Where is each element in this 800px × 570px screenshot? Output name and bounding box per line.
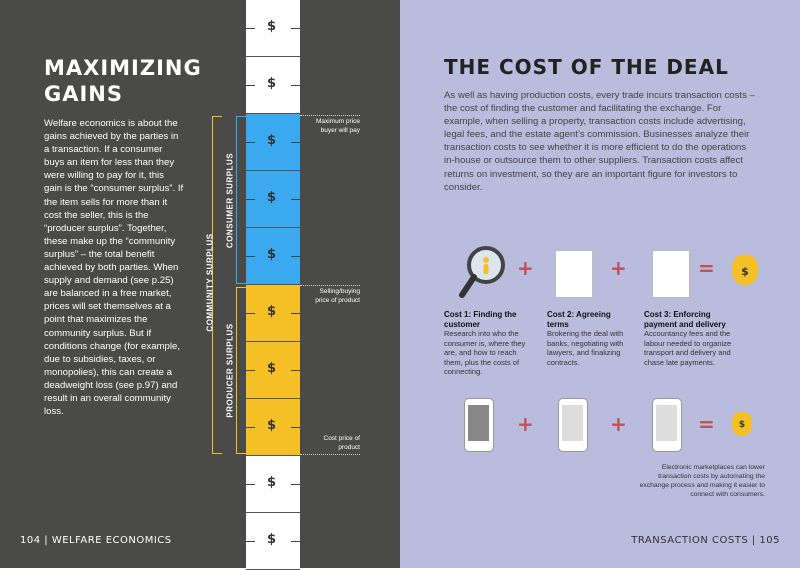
consumer-surplus-row: $ bbox=[246, 228, 300, 285]
right-page-body: As well as having production costs, ever… bbox=[444, 90, 755, 193]
plus-sign: + bbox=[517, 412, 534, 436]
producer-surplus-row: $ bbox=[246, 342, 300, 399]
cost-price-note: Cost price of product bbox=[323, 435, 361, 451]
cost-2-caption: Cost 2: Agreeing terms Brokering the deal… bbox=[547, 310, 632, 367]
consumer-surplus-row: $ bbox=[246, 171, 300, 228]
price-row: $ bbox=[246, 456, 300, 513]
cost-1-text: Research into who the consumer is, where… bbox=[444, 329, 526, 376]
dollar-icon: $ bbox=[267, 475, 277, 490]
cost-price-line bbox=[300, 454, 360, 455]
consumer-surplus-row: $ bbox=[246, 114, 300, 171]
max-price-note: Maximum price buyer will pay bbox=[315, 118, 360, 134]
cost-3-caption: Cost 3: Enforcing payment and delivery Ac… bbox=[644, 310, 744, 367]
magnifier-icon bbox=[459, 246, 505, 298]
money-bag-icon: $ bbox=[732, 255, 758, 285]
consumer-surplus-bracket bbox=[236, 116, 246, 284]
right-page-footer: TRANSACTION COSTS | 105 bbox=[631, 535, 780, 546]
dollar-icon: $ bbox=[267, 304, 277, 319]
left-page: MAXIMIZING GAINS Welfare economics is ab… bbox=[0, 0, 400, 570]
dollar-icon: $ bbox=[267, 19, 277, 34]
checked-document-icon bbox=[652, 250, 690, 298]
electronic-marketplace-note: Electronic marketplaces can lower transa… bbox=[639, 464, 765, 498]
dollar-icon: $ bbox=[267, 361, 277, 376]
phone-document-icon bbox=[558, 398, 588, 452]
producer-surplus-bracket bbox=[236, 287, 246, 454]
phone-search-icon bbox=[464, 398, 494, 452]
right-page: THE COST OF THE DEAL As well as having p… bbox=[400, 0, 800, 568]
phone-checked-document-icon bbox=[652, 398, 682, 452]
consumer-surplus-label: CONSUMER SURPLUS bbox=[225, 152, 235, 249]
producer-surplus-row: $ bbox=[246, 399, 300, 456]
cost-1-caption: Cost 1: Finding the customer Research int… bbox=[444, 310, 529, 377]
cost-2-text: Brokering the deal with banks, negotiati… bbox=[547, 329, 624, 367]
left-page-body: Welfare economics is about the gains ach… bbox=[44, 118, 184, 418]
cost-2-title: Cost 2: Agreeing terms bbox=[547, 310, 611, 329]
dollar-icon: $ bbox=[267, 190, 277, 205]
right-page-title: THE COST OF THE DEAL bbox=[444, 55, 729, 79]
left-page-title: MAXIMIZING GAINS bbox=[44, 56, 202, 106]
plus-sign: + bbox=[517, 256, 534, 280]
price-strip: $ $ $ $ $ $ $ $ $ $ bbox=[246, 0, 300, 570]
plus-sign: + bbox=[610, 412, 627, 436]
dollar-icon: $ bbox=[267, 247, 277, 262]
contract-document-icon bbox=[555, 250, 593, 298]
producer-surplus-label: PRODUCER SURPLUS bbox=[225, 323, 235, 418]
left-page-footer: 104 | WELFARE ECONOMICS bbox=[20, 535, 172, 546]
dollar-icon: $ bbox=[267, 418, 277, 433]
producer-surplus-row: $ bbox=[246, 285, 300, 342]
plus-sign: + bbox=[610, 256, 627, 280]
equals-sign: = bbox=[698, 412, 715, 436]
selling-price-line bbox=[300, 285, 360, 286]
small-money-bag-icon: $ bbox=[732, 412, 752, 436]
price-row: $ bbox=[246, 513, 300, 570]
dollar-icon: $ bbox=[267, 133, 277, 148]
cost-3-text: Accountancy fees and the labour needed t… bbox=[644, 329, 732, 367]
dollar-icon: $ bbox=[267, 532, 277, 547]
max-price-line bbox=[300, 115, 360, 116]
community-surplus-bracket bbox=[212, 116, 222, 454]
cost-1-title: Cost 1: Finding the customer bbox=[444, 310, 517, 329]
selling-price-note: Selling/buying price of product bbox=[315, 288, 360, 304]
price-row: $ bbox=[246, 57, 300, 114]
dollar-icon: $ bbox=[267, 76, 277, 91]
community-surplus-label: COMMUNITY SURPLUS bbox=[205, 233, 215, 332]
equals-sign: = bbox=[698, 256, 715, 280]
price-row: $ bbox=[246, 0, 300, 57]
cost-3-title: Cost 3: Enforcing payment and delivery bbox=[644, 310, 726, 329]
